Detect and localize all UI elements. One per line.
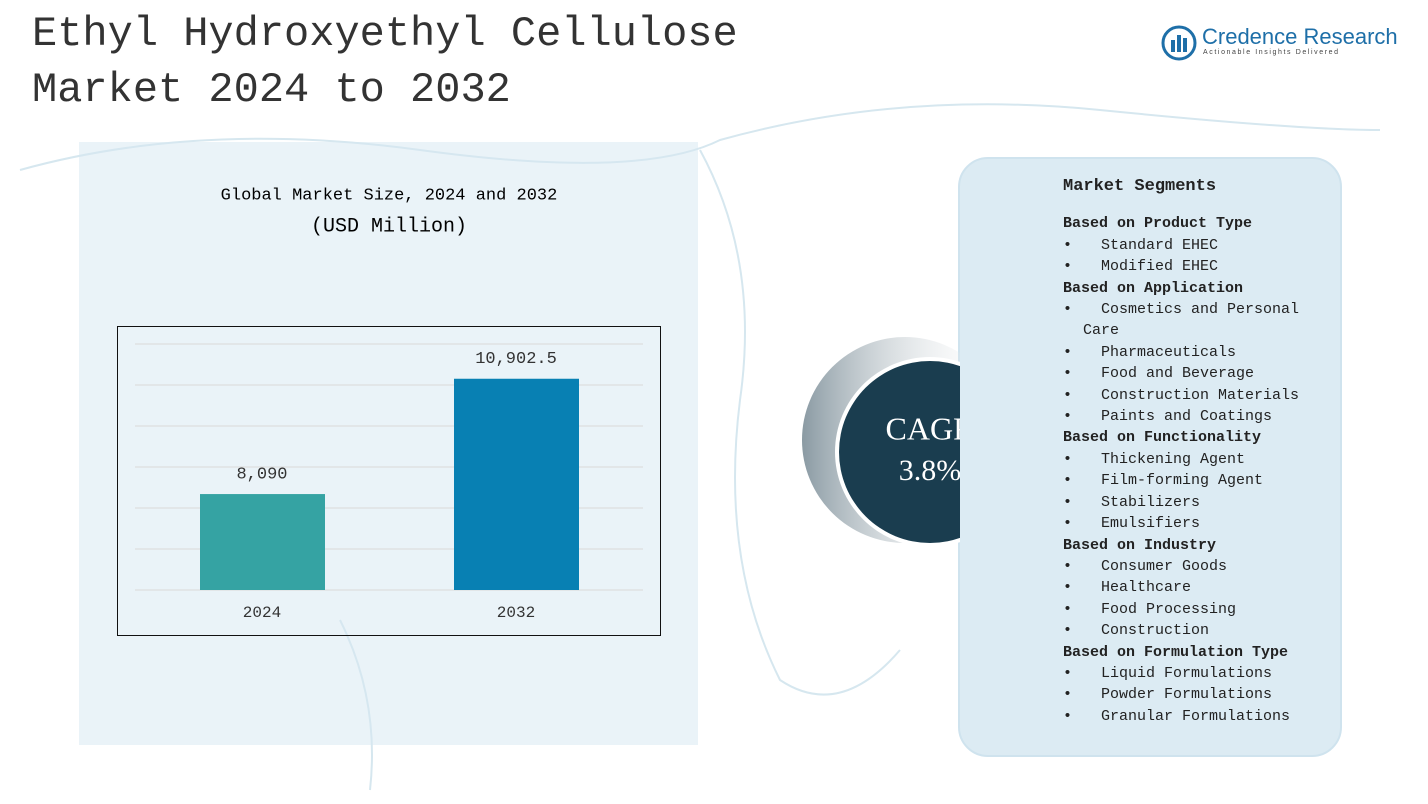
segment-group: Based on Application (1063, 279, 1244, 297)
chart-frame (117, 326, 661, 636)
segment-group: Based on Formulation Type (1063, 643, 1289, 661)
logo-tagline: Actionable Insights Delivered (1203, 49, 1340, 56)
segments: Market Segments Based on Product Type Sta… (1063, 176, 1333, 728)
logo-icon (1161, 25, 1197, 61)
value-label: 8,090 (236, 466, 287, 485)
segment-item: Liquid Formulations (1063, 663, 1315, 685)
x-tick-label: 2032 (497, 604, 535, 622)
segment-item: Construction (1063, 620, 1315, 642)
segment-item: Stabilizers (1063, 492, 1315, 514)
chart-title: Global Market Size, 2024 and 2032 (221, 186, 558, 205)
bar (200, 494, 325, 590)
cagr-value: 3.8% (899, 454, 960, 487)
logo-name: Credence Research (1202, 24, 1398, 49)
segment-item: Paints and Coatings (1063, 406, 1315, 428)
segment-item: Consumer Goods (1063, 556, 1315, 578)
segment-item: Film-forming Agent (1063, 470, 1315, 492)
segment-group: Based on Product Type (1063, 215, 1253, 233)
segments-title: Market Segments (1063, 177, 1217, 196)
segment-item: Healthcare (1063, 577, 1315, 599)
segment-item: Food and Beverage (1063, 363, 1315, 385)
segment-item: Thickening Agent (1063, 449, 1315, 471)
chart-subtitle: (USD Million) (311, 215, 467, 238)
value-label: 10,902.5 (475, 350, 557, 369)
cagr-circle (839, 361, 960, 543)
segment-group: Based on Functionality (1063, 429, 1262, 447)
bar (454, 378, 579, 590)
x-tick-label: 2024 (243, 604, 281, 622)
segment-item: Emulsifiers (1063, 513, 1315, 535)
segment-item: Powder Formulations (1063, 684, 1315, 706)
segment-group: Based on Industry (1063, 536, 1217, 554)
segment-item: Pharmaceuticals (1063, 342, 1315, 364)
page-title: Ethyl Hydroxyethyl Cellulose Market 2024… (32, 10, 738, 114)
cagr-label: CAGR (886, 410, 960, 446)
segment-item: Standard EHEC (1063, 235, 1315, 257)
chart: Global Market Size, 2024 and 2032 (USD M… (117, 186, 960, 636)
segment-item: Modified EHEC (1063, 256, 1315, 278)
segment-item: Cosmetics and Personal Care (1063, 299, 1315, 342)
chart-panel (79, 142, 698, 745)
segment-item: Granular Formulations (1063, 706, 1315, 728)
segment-item: Food Processing (1063, 599, 1315, 621)
segment-item: Construction Materials (1063, 385, 1315, 407)
